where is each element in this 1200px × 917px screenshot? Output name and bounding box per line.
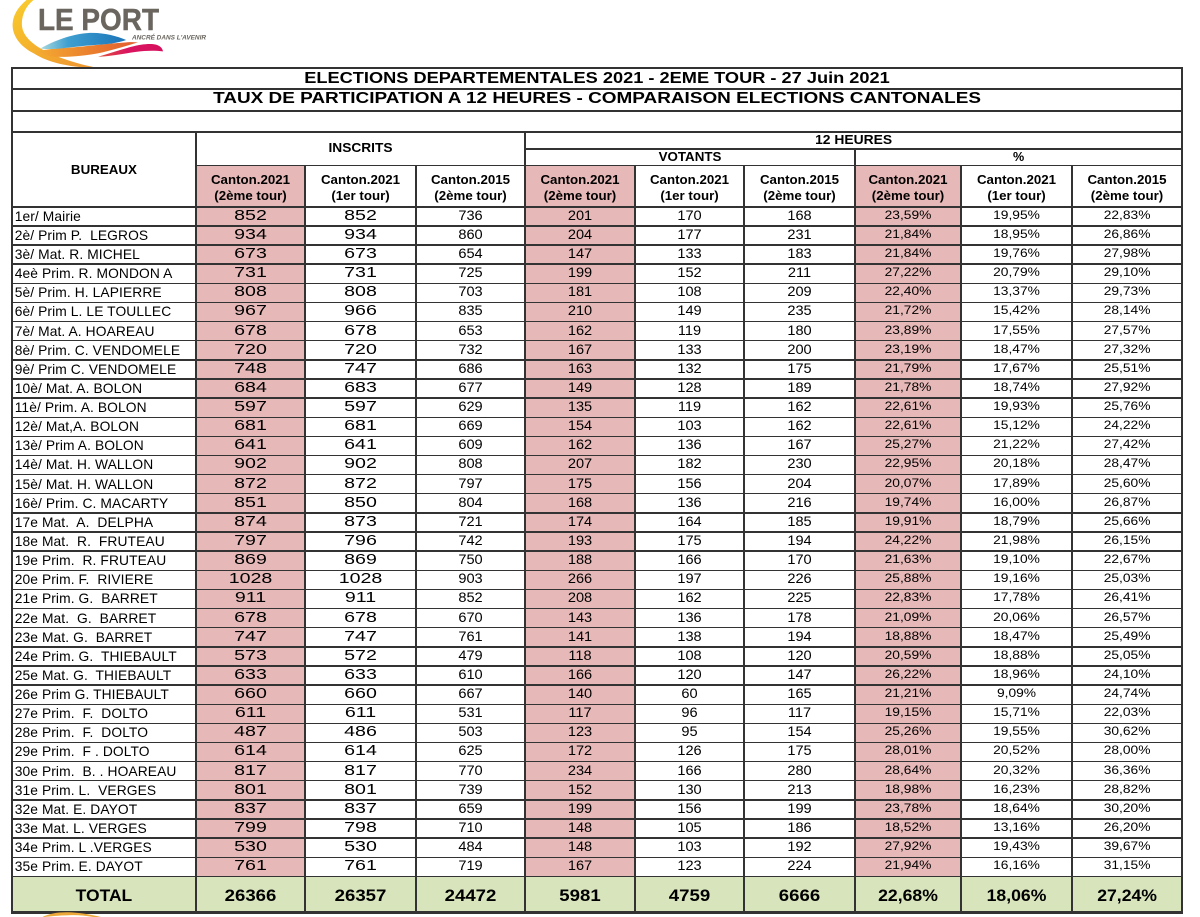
- svg-text:LE PORT: LE PORT: [38, 3, 159, 37]
- svg-text:ANCRÉ DANS L'AVENIR: ANCRÉ DANS L'AVENIR: [131, 33, 206, 42]
